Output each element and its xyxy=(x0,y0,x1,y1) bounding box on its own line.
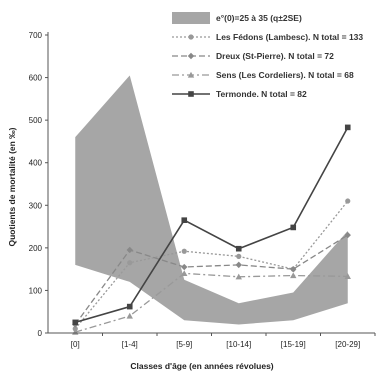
series-3-point xyxy=(126,312,133,319)
series-1-point xyxy=(127,260,133,266)
y-axis-title: Quotients de mortalité (en ‰) xyxy=(7,127,17,246)
series-line-2 xyxy=(74,234,349,325)
legend-marker-2 xyxy=(187,52,195,60)
y-tick-label: 600 xyxy=(29,74,43,83)
x-tick-label: [10-14] xyxy=(226,340,251,349)
x-tick-label: [0] xyxy=(71,340,80,349)
legend-label-2: Dreux (St-Pierre). N total = 72 xyxy=(216,51,334,61)
y-tick-label: 100 xyxy=(29,286,43,295)
x-axis-title: Classes d'âge (en années révolues) xyxy=(130,361,273,371)
legend-label-3: Sens (Les Cordeliers). N total = 68 xyxy=(216,70,354,80)
series-1-point xyxy=(181,248,187,254)
series-3-point xyxy=(290,272,297,279)
series-4-point xyxy=(290,224,297,231)
y-tick-label: 700 xyxy=(29,31,43,40)
series-1-point xyxy=(72,326,78,332)
legend-marker-3 xyxy=(187,71,195,78)
series-3-point xyxy=(181,270,188,276)
series-2-point xyxy=(344,231,351,239)
x-tick-label: [5-9] xyxy=(176,340,192,349)
series-line-4 xyxy=(75,126,349,324)
axes: 0 100 200 300 400 500 600 700 [0] [1-4] [5-9] [10-1… xyxy=(29,31,376,349)
legend-band-swatch xyxy=(172,12,210,24)
series-4-point xyxy=(235,245,242,252)
series-3-point xyxy=(235,273,242,280)
series-2-point xyxy=(181,263,188,271)
series-line-3 xyxy=(75,272,348,333)
legend-marker-4 xyxy=(188,91,194,97)
plot-area xyxy=(72,75,351,335)
confidence-band xyxy=(75,75,348,325)
series-line-1 xyxy=(74,200,349,330)
y-tick-label: 0 xyxy=(38,329,43,338)
legend: e°(0)=25 à 35 (q±2SE) Les Fédons (Lambesc… xyxy=(172,12,363,99)
series-3-point xyxy=(344,273,351,279)
series-1-point xyxy=(236,253,242,259)
legend-band-label: e°(0)=25 à 35 (q±2SE) xyxy=(216,13,302,23)
series-4-point xyxy=(181,217,188,223)
x-tick-label: [20-29] xyxy=(335,340,360,349)
legend-label-1: Les Fédons (Lambesc). N total = 133 xyxy=(216,32,363,42)
y-tick-label: 500 xyxy=(29,116,43,125)
y-tick-label: 300 xyxy=(29,201,43,210)
series-4-point xyxy=(72,319,79,326)
x-tick-label: [15-19] xyxy=(281,340,306,349)
y-tick-label: 400 xyxy=(29,159,43,168)
series-2-point xyxy=(235,261,242,269)
legend-marker-1 xyxy=(188,34,194,40)
y-tick-label: 200 xyxy=(29,244,43,253)
series-4-point xyxy=(126,303,133,310)
x-tick-label: [1-4] xyxy=(122,340,138,349)
series-2-point xyxy=(290,265,297,273)
series-1-point xyxy=(345,198,351,204)
legend-label-4: Termonde. N total = 82 xyxy=(216,89,307,99)
series-4-point xyxy=(344,124,351,131)
series-2-point xyxy=(126,246,133,254)
